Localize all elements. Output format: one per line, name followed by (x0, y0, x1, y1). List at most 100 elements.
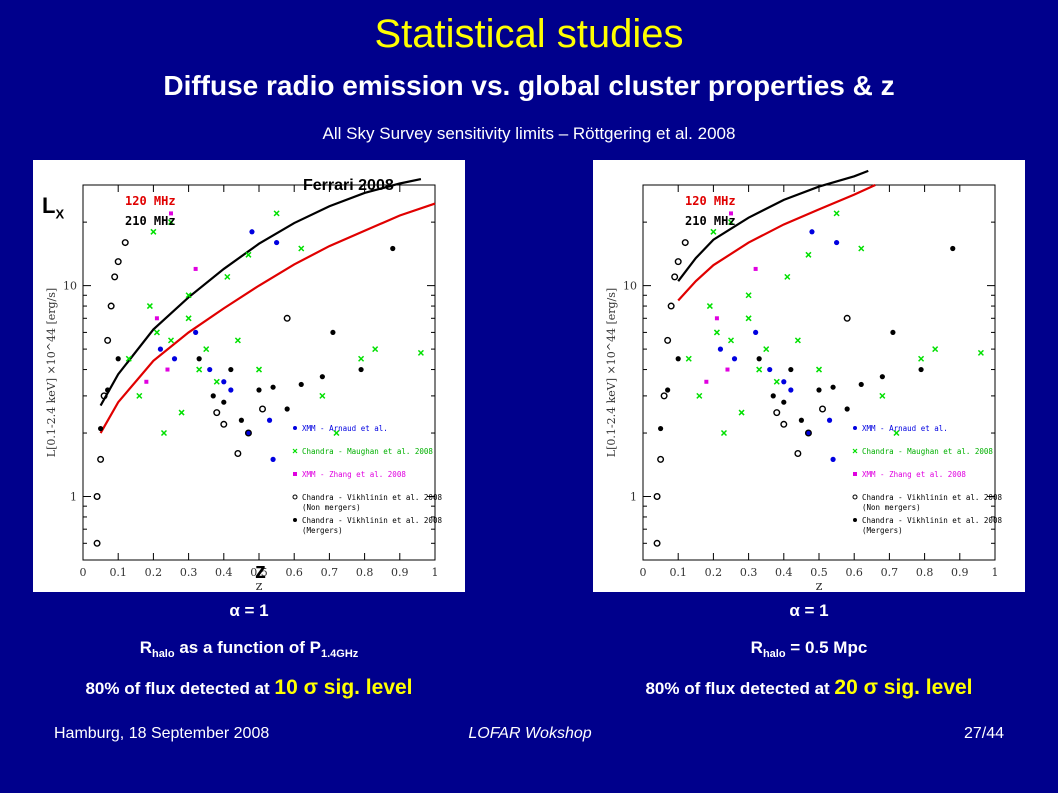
data-point (653, 493, 661, 501)
cross-stroke (358, 355, 365, 362)
rhalo-subscript: halo (151, 648, 175, 660)
x-tick-label: 0 (640, 566, 647, 579)
cross-stroke (298, 245, 305, 252)
cross-stroke (234, 337, 241, 344)
data-point (713, 329, 720, 336)
data-point (932, 346, 939, 353)
cross-stroke (167, 337, 175, 344)
data-point (858, 381, 864, 388)
plot-frame (82, 184, 436, 561)
data-point (98, 425, 104, 432)
x-tick-label: 0.9 (951, 566, 969, 579)
data-point (358, 355, 365, 362)
rhalo-text: R (139, 638, 152, 657)
data-point (284, 406, 290, 412)
legend-marker (293, 518, 297, 522)
sensitivity-curve (677, 169, 869, 282)
data-point (160, 429, 167, 437)
data-point (770, 393, 776, 399)
x-tick-label: 0.7 (881, 566, 899, 579)
data-point (104, 336, 112, 344)
cross-stroke (727, 337, 735, 344)
data-point (918, 366, 924, 373)
data-point (114, 258, 122, 266)
data-point (729, 211, 733, 216)
data-point (207, 366, 213, 373)
cross-stroke (213, 378, 220, 385)
x-tick-label: 0.5 (810, 566, 828, 579)
data-point (97, 455, 105, 463)
curve-legend-label: 210 MHz (685, 214, 736, 228)
x-tick-label: 0.4 (215, 566, 233, 579)
data-point (674, 258, 682, 266)
data-point (256, 387, 262, 393)
cross-stroke (185, 292, 192, 299)
p-subscript: 1.4GHz (321, 648, 359, 660)
legend-marker (853, 472, 857, 476)
data-point (330, 329, 336, 336)
data-point (333, 429, 340, 437)
left-chart-panel: 0 0.1 0.2 0.3 0.4 0.5 0.6 0.7 0.8 0.9 1 1 10 z L[0.1-2… (33, 160, 465, 592)
data-point (210, 393, 216, 399)
cross-stroke (160, 429, 167, 437)
data-point (834, 239, 840, 246)
cross-stroke (136, 392, 143, 399)
data-point (890, 329, 896, 336)
data-point (224, 273, 231, 280)
sensitivity-curve (677, 183, 876, 302)
cross-stroke (167, 219, 175, 226)
data-point (720, 429, 727, 437)
right-alpha-caption: α = 1 (789, 601, 829, 620)
cross-stroke (185, 315, 192, 322)
data-point (753, 266, 758, 271)
data-point (185, 315, 192, 322)
right-flux-caption: 80% of flux detected at 20 σ sig. level (589, 677, 1029, 700)
legend-label: (Mergers) (862, 526, 903, 535)
curve-legend-label: 120 MHz (685, 194, 736, 208)
right-chart-panel: 0 0.1 0.2 0.3 0.4 0.5 0.6 0.7 0.8 0.9 1 1 10 z L[0.1-2… (593, 160, 1025, 592)
legend-marker (852, 448, 858, 454)
cross-stroke (224, 273, 231, 280)
data-point (298, 381, 304, 388)
data-point (121, 239, 129, 247)
left-rhalo-caption: Rhalo as a function of P1.4GHz (29, 637, 469, 665)
cross-stroke (255, 366, 263, 373)
data-point (681, 239, 689, 247)
data-point (298, 245, 305, 252)
x-tick-label: 0.7 (321, 566, 339, 579)
data-point (773, 409, 781, 417)
cross-stroke (685, 355, 692, 362)
cross-stroke (319, 392, 326, 399)
cross-stroke (745, 315, 752, 322)
data-point (731, 356, 738, 362)
data-point (727, 337, 735, 344)
data-point (238, 417, 244, 423)
legend-label: Chandra - Vikhlinin et al. 2008 (302, 516, 442, 525)
data-point (171, 356, 178, 362)
y-tick-label: 1 (630, 491, 637, 504)
legend-marker (292, 494, 298, 500)
data-point (273, 210, 280, 217)
left-scatter-chart: 0 0.1 0.2 0.3 0.4 0.5 0.6 0.7 0.8 0.9 1 1 10 z L[0.1-2… (45, 178, 442, 592)
survey-note: All Sky Survey sensitivity limits – Rött… (322, 124, 736, 143)
data-point (178, 409, 185, 416)
data-point (893, 429, 900, 437)
x-tick-label: 0.8 (356, 566, 374, 579)
data-point (738, 409, 745, 416)
flux-significance: 10 σ sig. level (274, 676, 413, 699)
cross-stroke (153, 329, 160, 336)
x-axis-label: z (816, 579, 823, 592)
data-point (417, 349, 424, 356)
legend-label: XMM - Arnaud et al. (862, 424, 948, 433)
data-point (665, 387, 671, 393)
cross-stroke (125, 355, 132, 362)
data-point (146, 303, 153, 310)
data-point (185, 292, 192, 299)
data-point (213, 409, 221, 417)
x-tick-label: 0.1 (109, 566, 127, 579)
x-tick-label: 0.6 (285, 566, 303, 579)
cross-stroke (918, 355, 925, 362)
legend-label: Chandra - Vikhlinin et al. 2008 (862, 493, 1002, 502)
rhalo-subscript: halo (762, 648, 786, 660)
data-point (165, 367, 170, 372)
